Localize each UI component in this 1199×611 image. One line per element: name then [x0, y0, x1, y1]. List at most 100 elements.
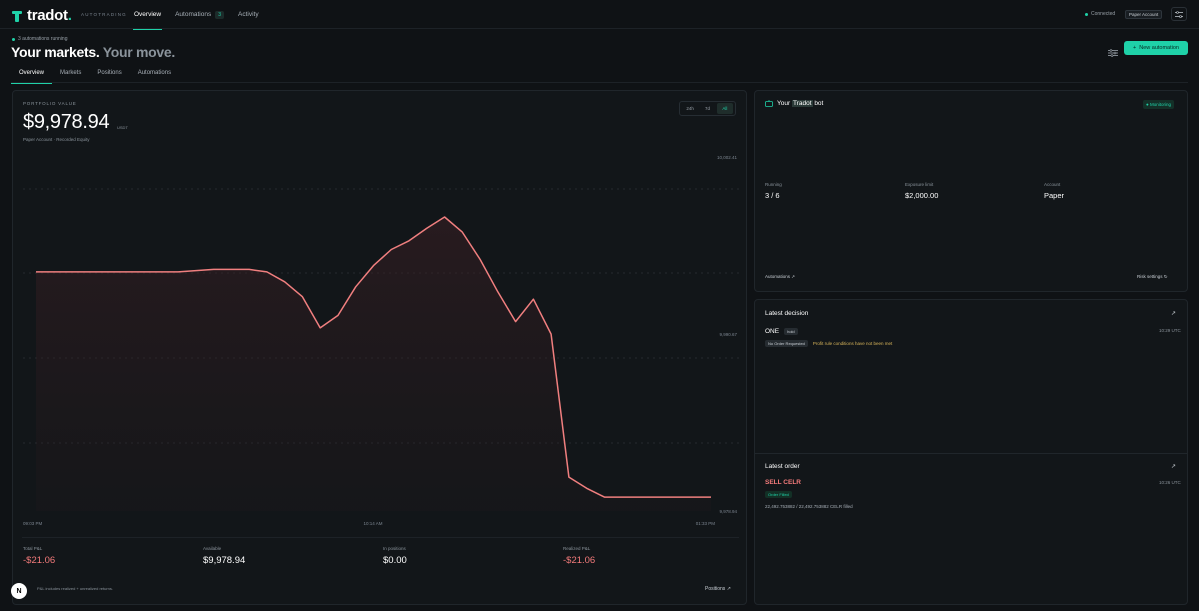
refresh-icon: ↻ [1163, 274, 1168, 279]
logo-text: tradot. [27, 7, 72, 24]
y-tick-label: 9,990.67 [719, 332, 737, 337]
bot-panel: Your Tradot bot ● Monitoring Running 3 /… [754, 90, 1188, 292]
automations-link[interactable]: Automations ↗ [765, 274, 796, 279]
decision-reason: Profit rule conditions have not been met [812, 341, 893, 346]
stat-realized-pnl: Realized P&L -$21.06 [563, 546, 595, 566]
decision-time: 10:29 UTC [1159, 328, 1181, 333]
portfolio-subtitle: Paper Account · Recorded Equity [23, 137, 90, 142]
x-tick-label: 09:03 PM [23, 521, 43, 526]
stat-label: Available [203, 546, 222, 551]
stat-label: Total P&L [23, 546, 43, 551]
range-all-button[interactable]: All [716, 103, 733, 114]
arrow-up-right-icon: ↗ [726, 586, 731, 592]
bot-stat-running: Running 3 / 6 [765, 182, 782, 200]
decision-reason-row: No Order Requested Profit rule condition… [765, 340, 892, 347]
tab-positions[interactable]: Positions [97, 70, 122, 76]
portfolio-unit: USDT [117, 125, 128, 130]
monitoring-badge: ● Monitoring [1143, 100, 1174, 109]
latest-decision-title: Latest decision [765, 310, 809, 317]
sliders-icon [1175, 10, 1183, 18]
stat-total-pnl: Total P&L -$21.06 [23, 546, 55, 566]
risk-settings-link[interactable]: Risk settings ↻ [1137, 274, 1168, 279]
tabs-divider [11, 82, 1188, 83]
stat-label: Realized P&L [563, 546, 591, 551]
new-automation-label: New automation [1139, 45, 1179, 51]
nav-link-activity[interactable]: Activity [238, 11, 259, 18]
plus-icon: + [1133, 45, 1137, 51]
bot-stat-value: $2,000.00 [905, 191, 939, 200]
bot-stat-value: 3 / 6 [765, 191, 780, 200]
range-7d-button[interactable]: 7d [704, 106, 710, 111]
account-pill[interactable]: Paper Account [1125, 10, 1163, 19]
n-avatar-button[interactable]: N [11, 583, 27, 599]
section-tabs: Overview Markets Positions Automations [11, 66, 179, 84]
tab-markets[interactable]: Markets [60, 70, 82, 76]
stats-divider [22, 537, 739, 538]
bot-title: Your Tradot bot [765, 100, 823, 107]
new-automation-button[interactable]: + New automation [1124, 41, 1188, 55]
bot-stat-value: Paper [1044, 191, 1065, 200]
y-tick-label: 10,002.41 [717, 155, 738, 160]
positions-link[interactable]: Positions ↗ [705, 586, 731, 592]
order-time: 10:26 UTC [1159, 480, 1181, 485]
bot-stat-label: Exposure limit [905, 182, 934, 187]
running-label: 3 automations running [18, 36, 68, 42]
page-title: Your markets. Your move. [11, 44, 175, 60]
stat-value: -$21.06 [563, 555, 596, 566]
top-navigation: tradot. AUTOTRADING Overview Automations… [0, 0, 1199, 30]
order-fill-detail: 22,492.753882 / 22,492.753882 CELR fille… [765, 504, 853, 509]
equity-line [36, 216, 711, 498]
stat-value: $9,978.94 [203, 555, 246, 566]
nav-links: Overview Automations 3 Activity [127, 0, 266, 30]
equity-area [36, 217, 711, 511]
order-symbol: SELL CELR [765, 479, 801, 486]
section-divider [755, 453, 1187, 454]
tradot-logo[interactable]: tradot. [12, 7, 72, 24]
order-filled-badge: Order Filled [765, 491, 792, 498]
automations-count-badge: 3 [215, 10, 225, 19]
stat-available: Available $9,978.94 [203, 546, 245, 566]
order-open-icon[interactable]: ↗ [1171, 464, 1177, 470]
tab-automations[interactable]: Automations [137, 70, 172, 76]
arrow-up-right-icon: ↗ [791, 274, 796, 279]
logo-mark-icon [12, 10, 22, 22]
nav-subtitle: AUTOTRADING [81, 12, 127, 17]
tab-overview[interactable]: Overview [11, 66, 53, 84]
range-24h-button[interactable]: 24h [686, 106, 694, 111]
connected-dot-icon [1085, 12, 1088, 16]
x-tick-label: 01:33 PM [696, 521, 716, 526]
bot-stat-exposure: Exposure limit $2,000.00 [905, 182, 938, 200]
latest-order-title: Latest order [765, 463, 800, 470]
portfolio-value-label: PORTFOLIO VALUE [23, 101, 77, 106]
stat-value: -$21.06 [23, 555, 56, 566]
filter-icon [1108, 49, 1118, 57]
range-selector: 24h 7d All [679, 101, 736, 116]
running-dot-icon [12, 37, 15, 41]
stat-value: $0.00 [383, 555, 407, 566]
stat-in-positions: In positions $0.00 [383, 546, 407, 566]
no-order-badge: No Order Requested [765, 340, 808, 347]
x-tick-label: 10:14 AM [363, 521, 382, 526]
connection-label: Connected [1091, 11, 1116, 17]
bot-icon [765, 100, 773, 107]
decision-symbol-row: ONE hold [765, 328, 798, 335]
portfolio-panel: PORTFOLIO VALUE $9,978.94 USDT Paper Acc… [11, 90, 747, 605]
bot-stat-label: Account [1044, 182, 1061, 187]
equity-chart: 10,002.41 9,990.67 9,978.94 09:03 PM 10:… [23, 155, 739, 526]
bot-stat-account: Account Paper [1044, 182, 1064, 200]
filter-button[interactable] [1108, 44, 1118, 57]
decision-open-icon[interactable]: ↗ [1171, 311, 1177, 317]
bot-stat-label: Running [765, 182, 782, 187]
y-tick-label: 9,978.94 [719, 509, 737, 514]
running-status: 3 automations running [12, 36, 67, 42]
pnl-footnote: P&L includes realized + unrealized retur… [37, 586, 114, 591]
connection-status: Connected [1085, 11, 1115, 17]
decision-symbol: ONE [765, 328, 780, 335]
sliders-menu-button[interactable] [1171, 7, 1187, 21]
decision-action-badge: hold [784, 328, 798, 335]
stat-label: In positions [383, 546, 406, 551]
nav-link-automations[interactable]: Automations 3 [168, 0, 231, 29]
nav-link-overview[interactable]: Overview [127, 0, 168, 30]
portfolio-value: $9,978.94 [23, 111, 110, 133]
activity-panel: Latest decision ↗ ONE hold 10:29 UTC No … [754, 299, 1188, 605]
